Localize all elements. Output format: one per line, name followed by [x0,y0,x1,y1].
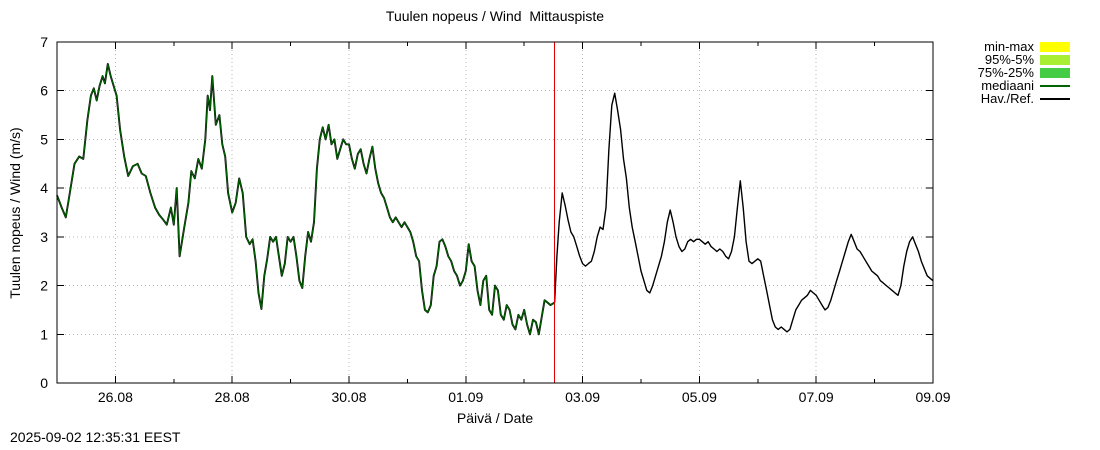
x-tick-label: 01.09 [448,389,483,405]
y-tick-label: 3 [40,229,48,245]
legend-label: 95%-5% [984,52,1034,67]
y-tick-label: 6 [40,83,48,99]
y-tick-label: 0 [40,375,48,391]
legend-swatch-band [1040,67,1070,78]
observation-line [56,62,556,336]
x-tick-label: 09.09 [915,389,950,405]
legend: min-max 95%-5% 75%-25% mediaani Hav./Ref. [978,40,1070,105]
legend-label: 75%-25% [977,65,1034,80]
y-tick-label: 4 [40,180,48,196]
chart-title: Tuulen nopeus / Wind Mittauspiste [385,8,605,24]
legend-item-mediaani: mediaani [978,79,1070,92]
y-tick-label: 5 [40,131,48,147]
legend-item-75-25-: 75%-25% [978,66,1070,79]
legend-swatch-band [1040,41,1070,52]
generation-timestamp: 2025-09-02 12:35:31 EEST [10,429,181,445]
x-tick-label: 03.09 [565,389,600,405]
x-tick-label: 30.08 [331,389,366,405]
median-line [56,63,555,335]
legend-swatch-line [1040,97,1070,100]
plot-border [56,41,934,384]
y-tick-label: 1 [40,326,48,342]
legend-swatch-line [1040,84,1070,87]
legend-label: Hav./Ref. [980,91,1034,106]
x-axis-label: Päivä / Date [456,410,534,426]
y-tick-label: 7 [40,34,48,50]
x-tick-label: 05.09 [682,389,717,405]
y-axis-label: Tuulen nopeus / Wind (m/s) [7,127,23,299]
legend-item-hav-ref-: Hav./Ref. [978,92,1070,105]
x-tick-label: 07.09 [799,389,834,405]
legend-label: mediaani [981,78,1034,93]
y-tick-label: 2 [40,278,48,294]
legend-label: min-max [984,39,1034,54]
x-tick-label: 28.08 [215,389,250,405]
legend-item-min-max: min-max [978,40,1070,53]
forecast-reference-line [553,92,934,333]
x-tick-label: 26.08 [98,389,133,405]
legend-swatch-band [1040,54,1070,65]
legend-item-95-5-: 95%-5% [978,53,1070,66]
